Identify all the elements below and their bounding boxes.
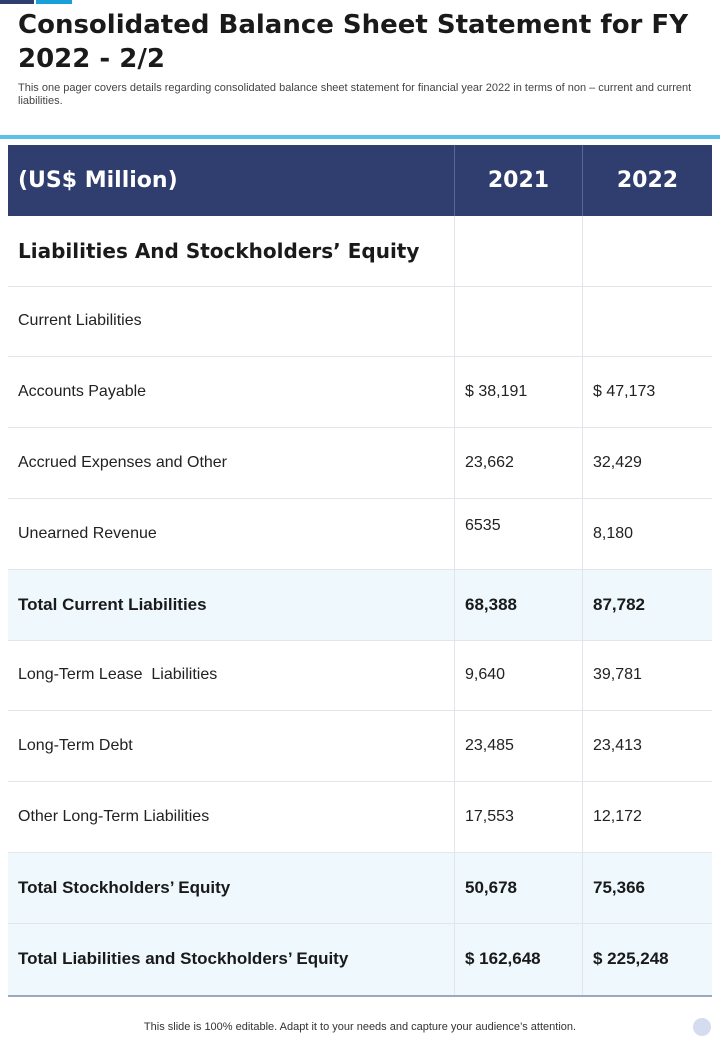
row-label: Liabilities And Stockholders’ Equity	[8, 215, 455, 286]
row-label: Accrued Expenses and Other	[8, 428, 455, 498]
value-2022: 39,781	[593, 666, 642, 684]
value-2022: 75,366	[593, 877, 645, 897]
value-2021: 6535	[455, 498, 583, 569]
top-accent-bar	[0, 0, 72, 4]
table-row-accounts-payable: Accounts Payable $ 38,191 $ 47,173	[8, 357, 712, 429]
table-row-section-heading: Liabilities And Stockholders’ Equity	[8, 215, 712, 287]
table-row-long-term-lease: Long-Term Lease Liabilities 9,640 39,781	[8, 640, 712, 712]
row-label: Total Liabilities and Stockholders’ Equi…	[8, 923, 455, 995]
row-label: Accounts Payable	[8, 357, 455, 428]
value-2022: $ 47,173	[593, 383, 656, 401]
value-2021	[455, 286, 583, 357]
value-2022	[583, 287, 712, 357]
value-2021: $ 38,191	[455, 357, 583, 428]
value-2022: 23,413	[593, 737, 642, 755]
page-title: Consolidated Balance Sheet Statement for…	[18, 10, 689, 74]
value-2022: $ 225,248	[593, 949, 669, 969]
value-2021: 68,388	[455, 569, 583, 640]
row-label: Total Current Liabilities	[8, 569, 455, 640]
footer-note: This slide is 100% editable. Adapt it to…	[143, 1021, 577, 1033]
table-header-row: (US$ Million) 2021 2022	[8, 145, 712, 216]
header-unit-label: (US$ Million)	[8, 145, 455, 216]
row-label: Long-Term Lease Liabilities	[8, 640, 455, 711]
header-year-2021: 2021	[455, 145, 583, 216]
value-2021: 9,640	[455, 640, 583, 711]
accent-segment-dark	[0, 0, 34, 4]
row-label: Long-Term Debt	[8, 711, 455, 782]
value-2021: 23,662	[455, 428, 583, 498]
table-row-total-current-liabilities: Total Current Liabilities 68,388 87,782	[8, 569, 712, 641]
row-label: Current Liabilities	[8, 286, 455, 357]
page-indicator-dot	[693, 1018, 711, 1036]
page-subtitle: This one pager covers details regarding …	[18, 82, 692, 107]
row-label: Total Stockholders’ Equity	[8, 852, 455, 923]
value-2022: 12,172	[593, 808, 642, 826]
header-year-2022: 2022	[616, 167, 679, 193]
value-2021: 50,678	[455, 852, 583, 923]
table-row-unearned-revenue: Unearned Revenue 6535 8,180	[8, 498, 712, 570]
row-label: Other Long-Term Liabilities	[8, 782, 455, 852]
table-row-total-liabilities-and-equity: Total Liabilities and Stockholders’ Equi…	[8, 923, 712, 995]
value-2022: 8,180	[593, 524, 634, 542]
value-2022: 87,782	[593, 594, 645, 614]
value-2022: 32,429	[593, 454, 642, 472]
table-row-long-term-debt: Long-Term Debt 23,485 23,413	[8, 711, 712, 783]
table-row-total-stockholders-equity: Total Stockholders’ Equity 50,678 75,366	[8, 852, 712, 924]
value-2021	[455, 215, 583, 286]
header-divider	[0, 135, 720, 139]
value-2021: 17,553	[455, 782, 583, 852]
table-row-other-long-term-liabilities: Other Long-Term Liabilities 17,553 12,17…	[8, 782, 712, 853]
row-label: Unearned Revenue	[8, 498, 455, 569]
value-2021: 23,485	[455, 711, 583, 782]
value-2022	[583, 216, 712, 286]
accent-segment-light	[36, 0, 72, 4]
balance-sheet-table: (US$ Million) 2021 2022 Liabilities And …	[8, 145, 712, 997]
table-row-accrued-expenses: Accrued Expenses and Other 23,662 32,429	[8, 428, 712, 499]
table-row-current-liabilities: Current Liabilities	[8, 286, 712, 358]
value-2021: $ 162,648	[455, 923, 583, 995]
